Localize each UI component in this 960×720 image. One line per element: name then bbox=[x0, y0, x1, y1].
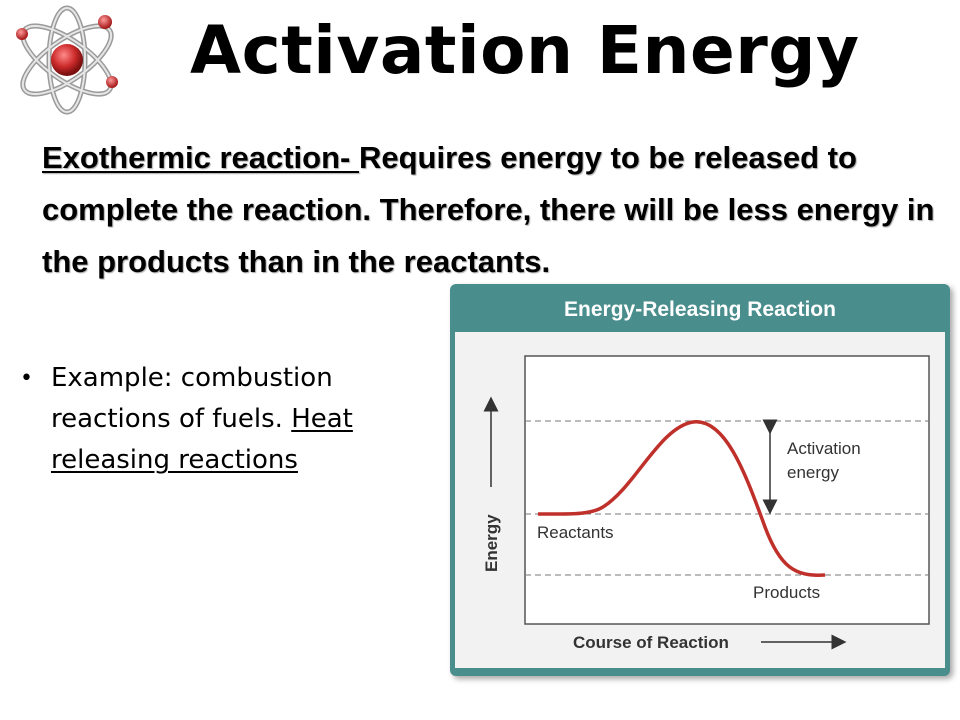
x-axis-label: Course of Reaction bbox=[573, 633, 729, 652]
energy-curve bbox=[537, 420, 826, 577]
reactants-label: Reactants bbox=[537, 523, 614, 542]
activation-label-line2: energy bbox=[787, 463, 839, 482]
bullet-text: Example: combustion reactions of fuels. bbox=[50, 363, 333, 434]
slide-title: Activation Energy bbox=[190, 12, 860, 89]
products-label: Products bbox=[753, 583, 820, 602]
bullet-underlined-text: Heat releasing reactions bbox=[50, 404, 353, 475]
bullet-dot-icon: • bbox=[20, 366, 33, 391]
definition-body: Requires energy to be released to comple… bbox=[42, 140, 935, 279]
y-axis-label: Energy bbox=[482, 514, 501, 572]
activation-label-line1: Activation bbox=[787, 439, 861, 458]
figure-title: Energy-Releasing Reaction bbox=[564, 298, 836, 321]
definition-term: Exothermic reaction- bbox=[42, 140, 359, 175]
plot-frame bbox=[524, 355, 930, 625]
energy-diagram: Activation energy Reactants Products Ene… bbox=[482, 355, 930, 652]
bullet-content: Example: combustion reactions of fuels. … bbox=[51, 358, 440, 481]
energy-diagram-figure: Energy-Releasing Reaction Activation ene… bbox=[450, 284, 950, 676]
atom-logo-icon bbox=[8, 4, 126, 116]
figure-plot-panel: Activation energy Reactants Products Ene… bbox=[455, 332, 945, 668]
example-bullet: • Example: combustion reactions of fuels… bbox=[20, 358, 440, 481]
definition-text: Exothermic reaction- Requires energy to … bbox=[42, 132, 947, 288]
